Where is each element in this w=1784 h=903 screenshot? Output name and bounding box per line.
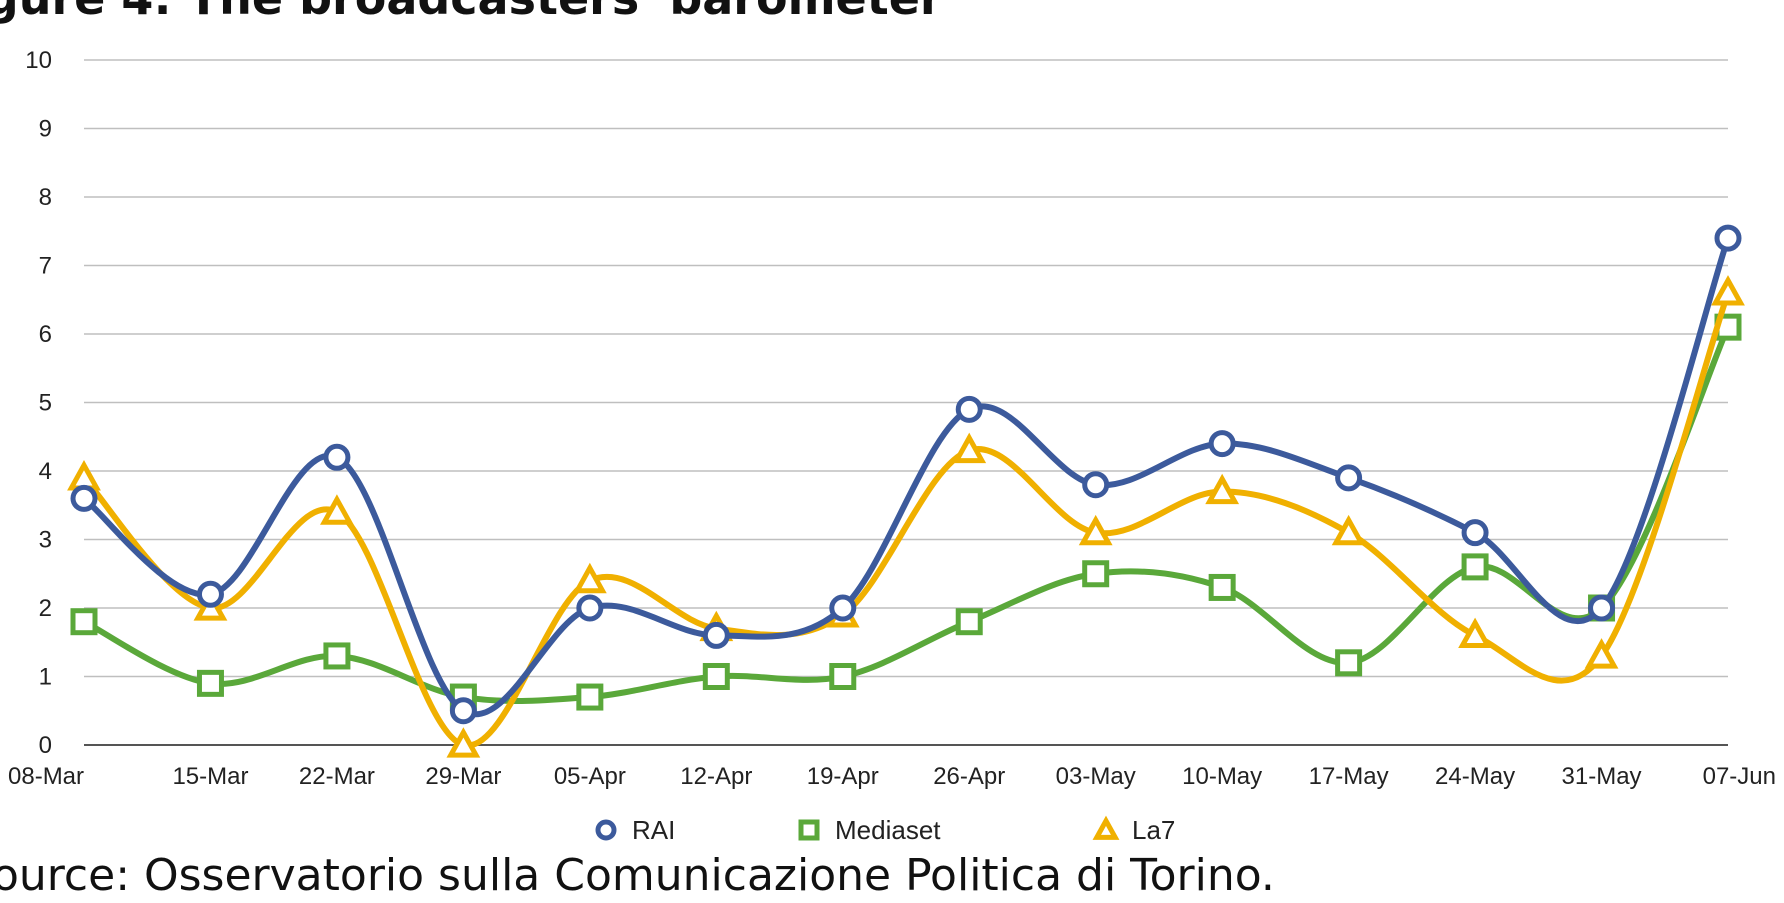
source-note: ource: Osservatorio sulla Comunicazione … [0,850,1275,901]
x-tick-label: 24-May [1435,763,1515,790]
x-tick-label: 22-Mar [299,763,375,790]
data-point-rai [1208,430,1236,458]
data-point-rai [1461,519,1489,547]
y-tick-label: 4 [39,458,52,485]
data-point-rai [1082,471,1110,499]
chart-title: igure 4: The broadcasters' barometer [0,0,943,25]
x-tick-label: 07-Jun [1703,763,1776,790]
y-tick-label: 3 [39,527,52,554]
x-tick-label: 29-Mar [425,763,501,790]
legend: RAI Mediaset La7 [595,815,1175,845]
data-point-mediaset [955,608,983,636]
x-tick-label: 10-May [1182,763,1262,790]
data-point-rai [1714,224,1742,252]
legend-label-la7: La7 [1132,815,1175,845]
data-point-rai [955,395,983,423]
data-point-rai [323,443,351,471]
data-point-mediaset [196,669,224,697]
x-tick-label: 12-Apr [680,763,752,790]
data-point-la7 [1711,275,1745,306]
data-point-la7 [446,727,481,758]
x-tick-label: 05-Apr [554,763,626,790]
data-point-la7 [1584,638,1619,669]
x-tick-label: 08-Mar [8,763,84,790]
y-tick-label: 1 [39,664,52,691]
y-tick-label: 2 [39,595,52,622]
data-point-rai [576,594,604,622]
series-la7 [67,275,1745,758]
data-point-la7 [1458,617,1492,649]
grid [84,59,1728,746]
y-tick-label: 7 [39,253,52,280]
data-point-mediaset [829,663,857,690]
data-point-la7 [67,460,101,491]
legend-label-mediaset: Mediaset [835,815,941,845]
y-tick-label: 8 [39,184,52,211]
data-point-mediaset [1335,649,1363,677]
series-group [67,224,1745,758]
data-point-rai [702,621,730,649]
data-point-mediaset [576,683,604,711]
data-point-mediaset [1461,553,1489,581]
legend-item-rai: RAI [595,815,675,845]
data-point-mediaset [70,608,98,636]
legend-marker-rai [595,819,617,841]
data-point-mediaset [323,642,351,670]
series-rai [70,224,1742,725]
y-axis-ticks: 0 1 2 3 4 5 6 7 8 9 10 [25,47,52,759]
x-tick-label: 17-May [1309,763,1389,790]
data-point-rai [829,594,857,622]
data-point-mediaset [1082,560,1110,588]
x-tick-label: 19-Apr [807,763,879,790]
y-tick-label: 5 [39,390,52,417]
data-point-la7 [572,562,607,594]
y-tick-label: 0 [39,732,52,759]
legend-label-rai: RAI [632,815,675,845]
y-tick-label: 6 [39,321,52,348]
legend-marker-la7 [1092,815,1120,840]
data-point-la7 [1078,514,1113,546]
data-point-rai [196,580,224,608]
x-axis-ticks: 08-Mar 15-Mar 22-Mar 29-Mar 05-Apr 12-Apr 19-A… [8,763,1776,790]
x-tick-label: 15-Mar [172,763,248,790]
data-point-rai [1588,594,1616,622]
legend-item-la7: La7 [1092,815,1175,845]
y-tick-label: 9 [39,116,52,143]
data-point-la7 [952,432,987,464]
data-point-la7 [1205,473,1240,505]
data-point-la7 [320,494,354,525]
data-point-la7 [1331,514,1366,546]
data-point-mediaset [702,663,730,690]
x-tick-label: 31-May [1562,763,1642,790]
legend-marker-mediaset [798,819,820,841]
data-point-rai [70,484,98,512]
data-point-rai [449,697,477,725]
x-tick-label: 26-Apr [933,763,1005,790]
legend-item-mediaset: Mediaset [798,815,941,845]
y-tick-label: 10 [25,47,52,74]
data-point-rai [1335,464,1363,492]
x-tick-label: 03-May [1056,763,1136,790]
data-point-mediaset [1208,573,1236,601]
